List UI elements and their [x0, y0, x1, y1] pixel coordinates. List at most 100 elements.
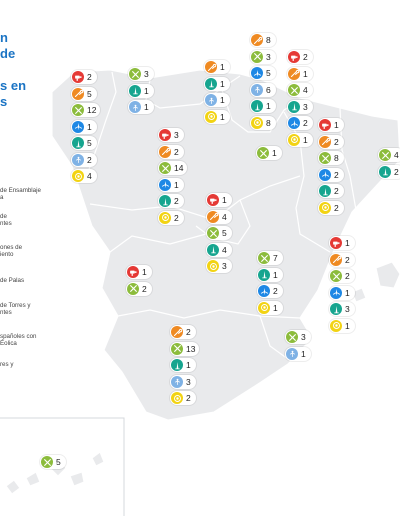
badge-count: 2	[345, 254, 350, 265]
others-icon	[319, 201, 331, 214]
components-icon	[171, 326, 183, 338]
region-badge: 2	[287, 50, 313, 64]
others-icon	[207, 260, 219, 272]
badge-count: 5	[222, 228, 227, 238]
blades-icon	[258, 285, 270, 297]
badge-count: 2	[394, 166, 399, 177]
badge-count: 8	[334, 153, 339, 163]
towers-icon	[251, 100, 263, 112]
legend-item-blades: de Palas	[0, 277, 25, 284]
maintenance-icon	[127, 282, 139, 295]
components-icon	[251, 34, 263, 46]
badge-count: 2	[142, 283, 147, 294]
components-icon	[207, 210, 219, 223]
region-badge: 2	[170, 325, 196, 339]
badge-count: 1	[303, 68, 308, 79]
badge-count: 4	[303, 85, 308, 95]
legend-item-nacelle-assembly: de Ensamblaje a	[0, 187, 41, 202]
badge-count: 3	[266, 51, 271, 62]
badge-count: 1	[144, 102, 149, 112]
developers-icon	[205, 94, 217, 106]
badge-count: 1	[272, 148, 277, 158]
nacelle-assembly-icon	[207, 194, 219, 206]
badge-count: 2	[174, 196, 179, 206]
others-icon	[205, 110, 217, 123]
region-badge: 2	[257, 284, 283, 298]
badge-count: 2	[273, 286, 278, 296]
badge-count: 2	[334, 136, 339, 147]
region-badge: 1	[204, 109, 230, 124]
badge-count: 1	[144, 85, 149, 96]
maintenance-icon	[286, 331, 298, 343]
badge-count: 7	[273, 253, 278, 263]
region-badge: 1	[128, 83, 154, 98]
map-title-line: de	[0, 46, 16, 61]
region-badge: 5	[71, 86, 97, 101]
region-badge: 2	[158, 194, 184, 208]
region-badge: 2	[71, 152, 97, 167]
badge-count: 2	[186, 327, 191, 337]
region-badge: 8	[318, 151, 344, 165]
maintenance-icon	[251, 50, 263, 63]
components-icon	[330, 253, 342, 266]
region-badge: 2	[158, 144, 184, 159]
region-badge: 4	[206, 209, 232, 224]
badge-count: 1	[266, 101, 271, 111]
balearic-islands	[375, 261, 400, 289]
blades-icon	[319, 168, 331, 181]
others-icon	[171, 392, 183, 404]
badge-count: 3	[345, 304, 350, 314]
region-badge: 2	[158, 210, 184, 225]
towers-icon	[379, 165, 391, 178]
region-badge: 3	[287, 99, 313, 114]
region-badge: 1	[128, 100, 154, 114]
legend-item-developers: spañoles con Éolica	[0, 333, 37, 348]
region-badge: 2	[287, 116, 313, 130]
region-badge: 1	[285, 346, 311, 361]
maintenance-icon	[72, 104, 84, 116]
region-badge: 2	[71, 70, 97, 84]
badge-count: 1	[220, 62, 225, 72]
region-badge: 1	[287, 66, 313, 81]
badge-count: 3	[174, 130, 179, 140]
blades-icon	[159, 178, 171, 191]
maintenance-icon	[207, 227, 219, 239]
badge-count: 1	[220, 95, 225, 105]
maintenance-icon	[258, 252, 270, 264]
badge-count: 2	[334, 186, 339, 196]
badge-count: 1	[174, 179, 179, 190]
badge-count: 13	[186, 343, 196, 354]
region-badge: 1	[329, 318, 355, 333]
badge-count: 4	[394, 150, 399, 160]
legend-item-maintenance: ones de iento	[0, 244, 23, 259]
developers-icon	[72, 153, 84, 166]
region-badge: 2	[170, 391, 196, 405]
towers-icon	[330, 303, 342, 315]
region-badge: 5	[206, 226, 232, 240]
region-badge: 3	[329, 302, 355, 316]
legend-item-towers: de Torres y ntes	[0, 302, 31, 317]
towers-icon	[159, 195, 171, 207]
badge-count: 5	[266, 68, 271, 78]
components-icon	[72, 87, 84, 100]
badge-count: 1	[345, 320, 350, 331]
badge-count: 1	[303, 134, 308, 145]
badge-count: 8	[266, 35, 271, 45]
others-icon	[251, 116, 263, 129]
region-badge: 2	[318, 167, 344, 182]
region-badge: 3	[285, 330, 311, 344]
region-badge: 1	[257, 267, 283, 282]
badge-count: 6	[266, 84, 271, 95]
developers-icon	[129, 101, 141, 113]
region-badge: 3	[250, 49, 276, 64]
components-icon	[319, 135, 331, 148]
components-icon	[205, 61, 217, 73]
region-badge: 8	[250, 115, 276, 130]
region-badge: 1	[256, 146, 282, 160]
badge-count: 8	[266, 117, 271, 128]
canary-inset-frame	[0, 417, 125, 516]
region-badge: 1	[287, 132, 313, 147]
maintenance-icon	[288, 84, 300, 96]
badge-count: 5	[56, 457, 61, 467]
blades-icon	[72, 120, 84, 133]
